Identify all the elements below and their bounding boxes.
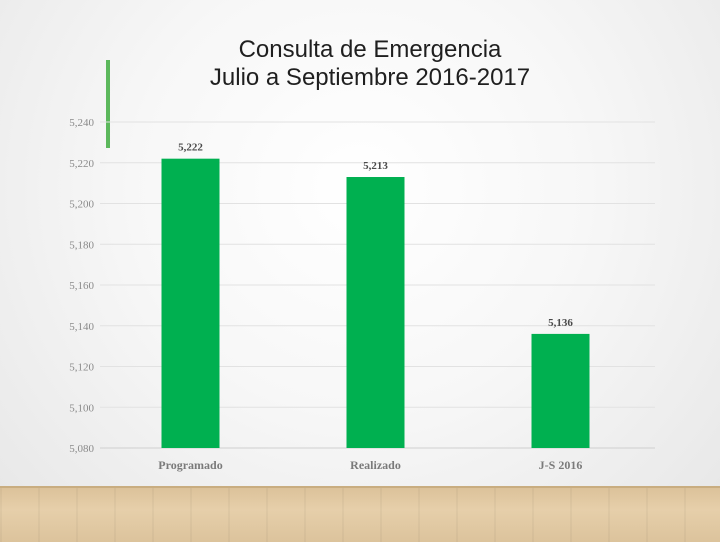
y-tick-label: 5,120 <box>69 362 94 374</box>
y-tick-label: 5,140 <box>69 321 94 333</box>
x-category-label: Programado <box>158 458 222 472</box>
accent-bar <box>106 60 110 148</box>
bar-value-label: 5,222 <box>178 142 203 154</box>
bar <box>346 177 405 448</box>
bar-chart: 5,080 5,100 5,120 5,140 5,160 5,180 5,200 5,220… <box>69 117 655 472</box>
y-tick-label: 5,100 <box>69 402 94 414</box>
title-line-2: Julio a Septiembre 2016-2017 <box>209 64 531 91</box>
y-tick-label: 5,200 <box>69 199 94 211</box>
bar-value-label: 5,213 <box>363 160 388 172</box>
x-category-label: J-S 2016 <box>539 458 583 472</box>
y-tick-label: 5,080 <box>69 443 94 455</box>
bar-value-label: 5,136 <box>548 317 573 329</box>
y-tick-label: 5,180 <box>69 239 94 251</box>
y-tick-label: 5,220 <box>69 158 94 170</box>
x-category-label: Realizado <box>350 458 401 472</box>
y-tick-label: 5,160 <box>69 280 94 292</box>
bar <box>531 333 590 448</box>
wooden-floor-background <box>0 486 720 542</box>
title-line-1: Consulta de Emergencia <box>238 36 502 63</box>
y-tick-label: 5,240 <box>69 117 94 129</box>
bar <box>161 158 220 449</box>
slide-title: Consulta de Emergencia Julio a Septiembr… <box>150 36 590 92</box>
